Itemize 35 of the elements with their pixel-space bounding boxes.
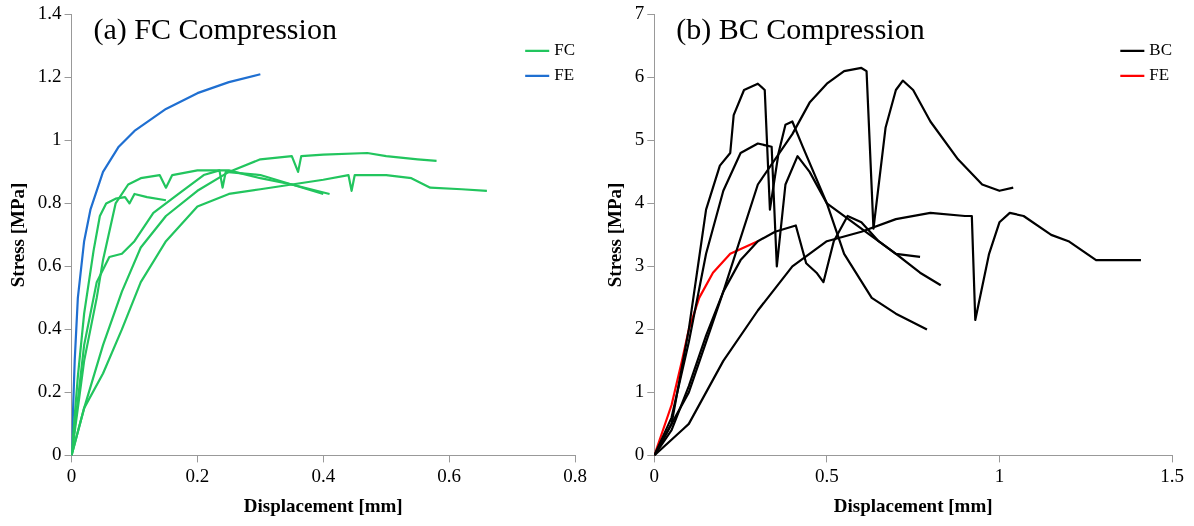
y-axis-title: Stress [MPa] [7, 182, 29, 288]
legend-label: FE [1149, 65, 1170, 85]
y-tick-label: 0.8 [37, 191, 62, 213]
y-tick-label: 1 [634, 380, 645, 402]
y-axis-title: Stress [MPa] [604, 182, 626, 288]
y-tick-label: 2 [634, 317, 645, 339]
legend-label: FC [554, 40, 575, 60]
y-tick-label: 0.6 [37, 254, 62, 276]
x-tick-label: 1.5 [1160, 464, 1184, 486]
x-tick-label: 0.6 [437, 464, 462, 486]
x-tick-label: 1 [994, 464, 1005, 486]
x-tick-label: 0.8 [563, 464, 587, 486]
y-tick-label: 3 [634, 254, 645, 276]
x-axis-title: Displacement [mm] [833, 494, 993, 516]
y-tick-label: 0.4 [37, 317, 63, 339]
chart-title: (a) FC Compression [93, 12, 337, 47]
y-tick-label: 6 [634, 65, 645, 87]
x-tick-label: 0 [649, 464, 660, 486]
x-axis-title: Displacement [mm] [243, 494, 403, 516]
legend-label: BC [1149, 40, 1173, 60]
y-tick-label: 0 [52, 443, 62, 465]
x-tick-label: 0.4 [311, 464, 336, 486]
x-tick-label: 0.5 [814, 464, 839, 486]
y-tick-label: 4 [634, 191, 645, 213]
y-tick-label: 1.4 [37, 2, 63, 24]
legend-label: FE [554, 65, 575, 85]
y-tick-label: 0 [634, 443, 645, 465]
x-tick-label: 0 [66, 464, 77, 486]
y-tick-label: 1 [52, 128, 62, 150]
chart-title: (b) BC Compression [676, 12, 925, 47]
x-tick-label: 0.2 [185, 464, 210, 486]
y-tick-label: 5 [634, 128, 645, 150]
y-tick-label: 7 [634, 2, 645, 24]
y-tick-label: 1.2 [37, 65, 62, 87]
y-tick-label: 0.2 [37, 380, 62, 402]
